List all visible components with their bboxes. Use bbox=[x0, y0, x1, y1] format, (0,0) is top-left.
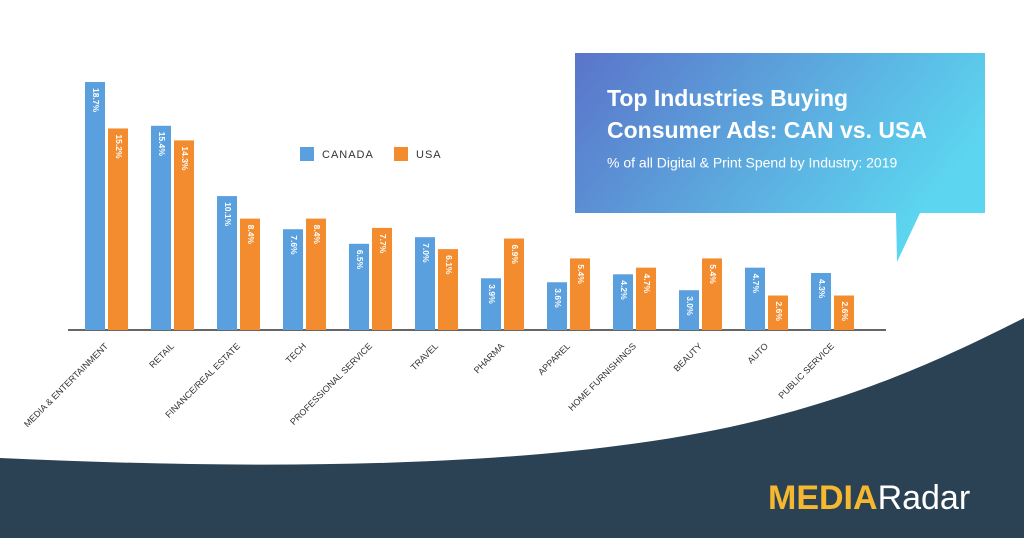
value-label: 5.4% bbox=[576, 264, 586, 284]
bar bbox=[811, 272, 831, 330]
bar bbox=[283, 229, 303, 330]
title-line: Top Industries Buying bbox=[607, 85, 848, 111]
value-label: 6.1% bbox=[444, 255, 454, 275]
footer-wave bbox=[0, 318, 1024, 538]
legend-swatch bbox=[394, 147, 408, 161]
value-label: 15.4% bbox=[157, 132, 167, 157]
value-label: 3.9% bbox=[487, 284, 497, 304]
bar bbox=[415, 237, 435, 330]
value-label: 7.6% bbox=[289, 235, 299, 255]
bar bbox=[768, 295, 788, 330]
value-label: 8.4% bbox=[312, 225, 322, 245]
legend-label: USA bbox=[416, 149, 442, 161]
value-label: 3.0% bbox=[685, 296, 695, 316]
bar bbox=[438, 249, 458, 330]
chart-title: Top Industries Buying Consumer Ads: CAN v… bbox=[607, 85, 927, 143]
value-label: 8.4% bbox=[246, 225, 256, 245]
value-label: 6.9% bbox=[510, 245, 520, 265]
bar bbox=[570, 258, 590, 330]
bar bbox=[702, 258, 722, 330]
value-label: 4.7% bbox=[642, 274, 652, 294]
bar bbox=[547, 282, 567, 330]
bar bbox=[636, 267, 656, 330]
bar bbox=[151, 125, 171, 331]
bar bbox=[834, 295, 854, 330]
bar bbox=[306, 218, 326, 330]
chart-subtitle: % of all Digital & Print Spend by Indust… bbox=[607, 155, 897, 171]
bar bbox=[745, 267, 765, 330]
bar bbox=[372, 227, 392, 330]
bar bbox=[217, 196, 237, 330]
value-label: 15.2% bbox=[114, 134, 124, 159]
value-label: 4.2% bbox=[619, 280, 629, 300]
title-callout bbox=[575, 53, 985, 262]
bar bbox=[481, 278, 501, 330]
legend-label: CANADA bbox=[322, 149, 374, 161]
value-label: 2.6% bbox=[840, 302, 850, 322]
value-label: 6.5% bbox=[355, 250, 365, 270]
value-label: 5.4% bbox=[708, 264, 718, 284]
value-label: 7.7% bbox=[378, 234, 388, 254]
bar bbox=[174, 140, 194, 330]
bar bbox=[108, 128, 128, 330]
bar bbox=[679, 290, 699, 330]
legend-swatch bbox=[300, 147, 314, 161]
value-label: 14.3% bbox=[180, 146, 190, 171]
value-label: 3.6% bbox=[553, 288, 563, 308]
bar bbox=[613, 274, 633, 330]
value-label: 10.1% bbox=[223, 202, 233, 227]
value-label: 7.0% bbox=[421, 243, 431, 263]
bar bbox=[349, 243, 369, 330]
logo: MEDIARadar bbox=[768, 479, 970, 517]
value-label: 4.7% bbox=[751, 274, 761, 294]
value-label: 2.6% bbox=[774, 302, 784, 322]
title-line: Consumer Ads: CAN vs. USA bbox=[607, 117, 927, 143]
value-label: 4.3% bbox=[817, 279, 827, 299]
bar bbox=[85, 82, 105, 331]
value-label: 18.7% bbox=[91, 88, 101, 113]
bar bbox=[240, 218, 260, 330]
bar bbox=[504, 238, 524, 330]
